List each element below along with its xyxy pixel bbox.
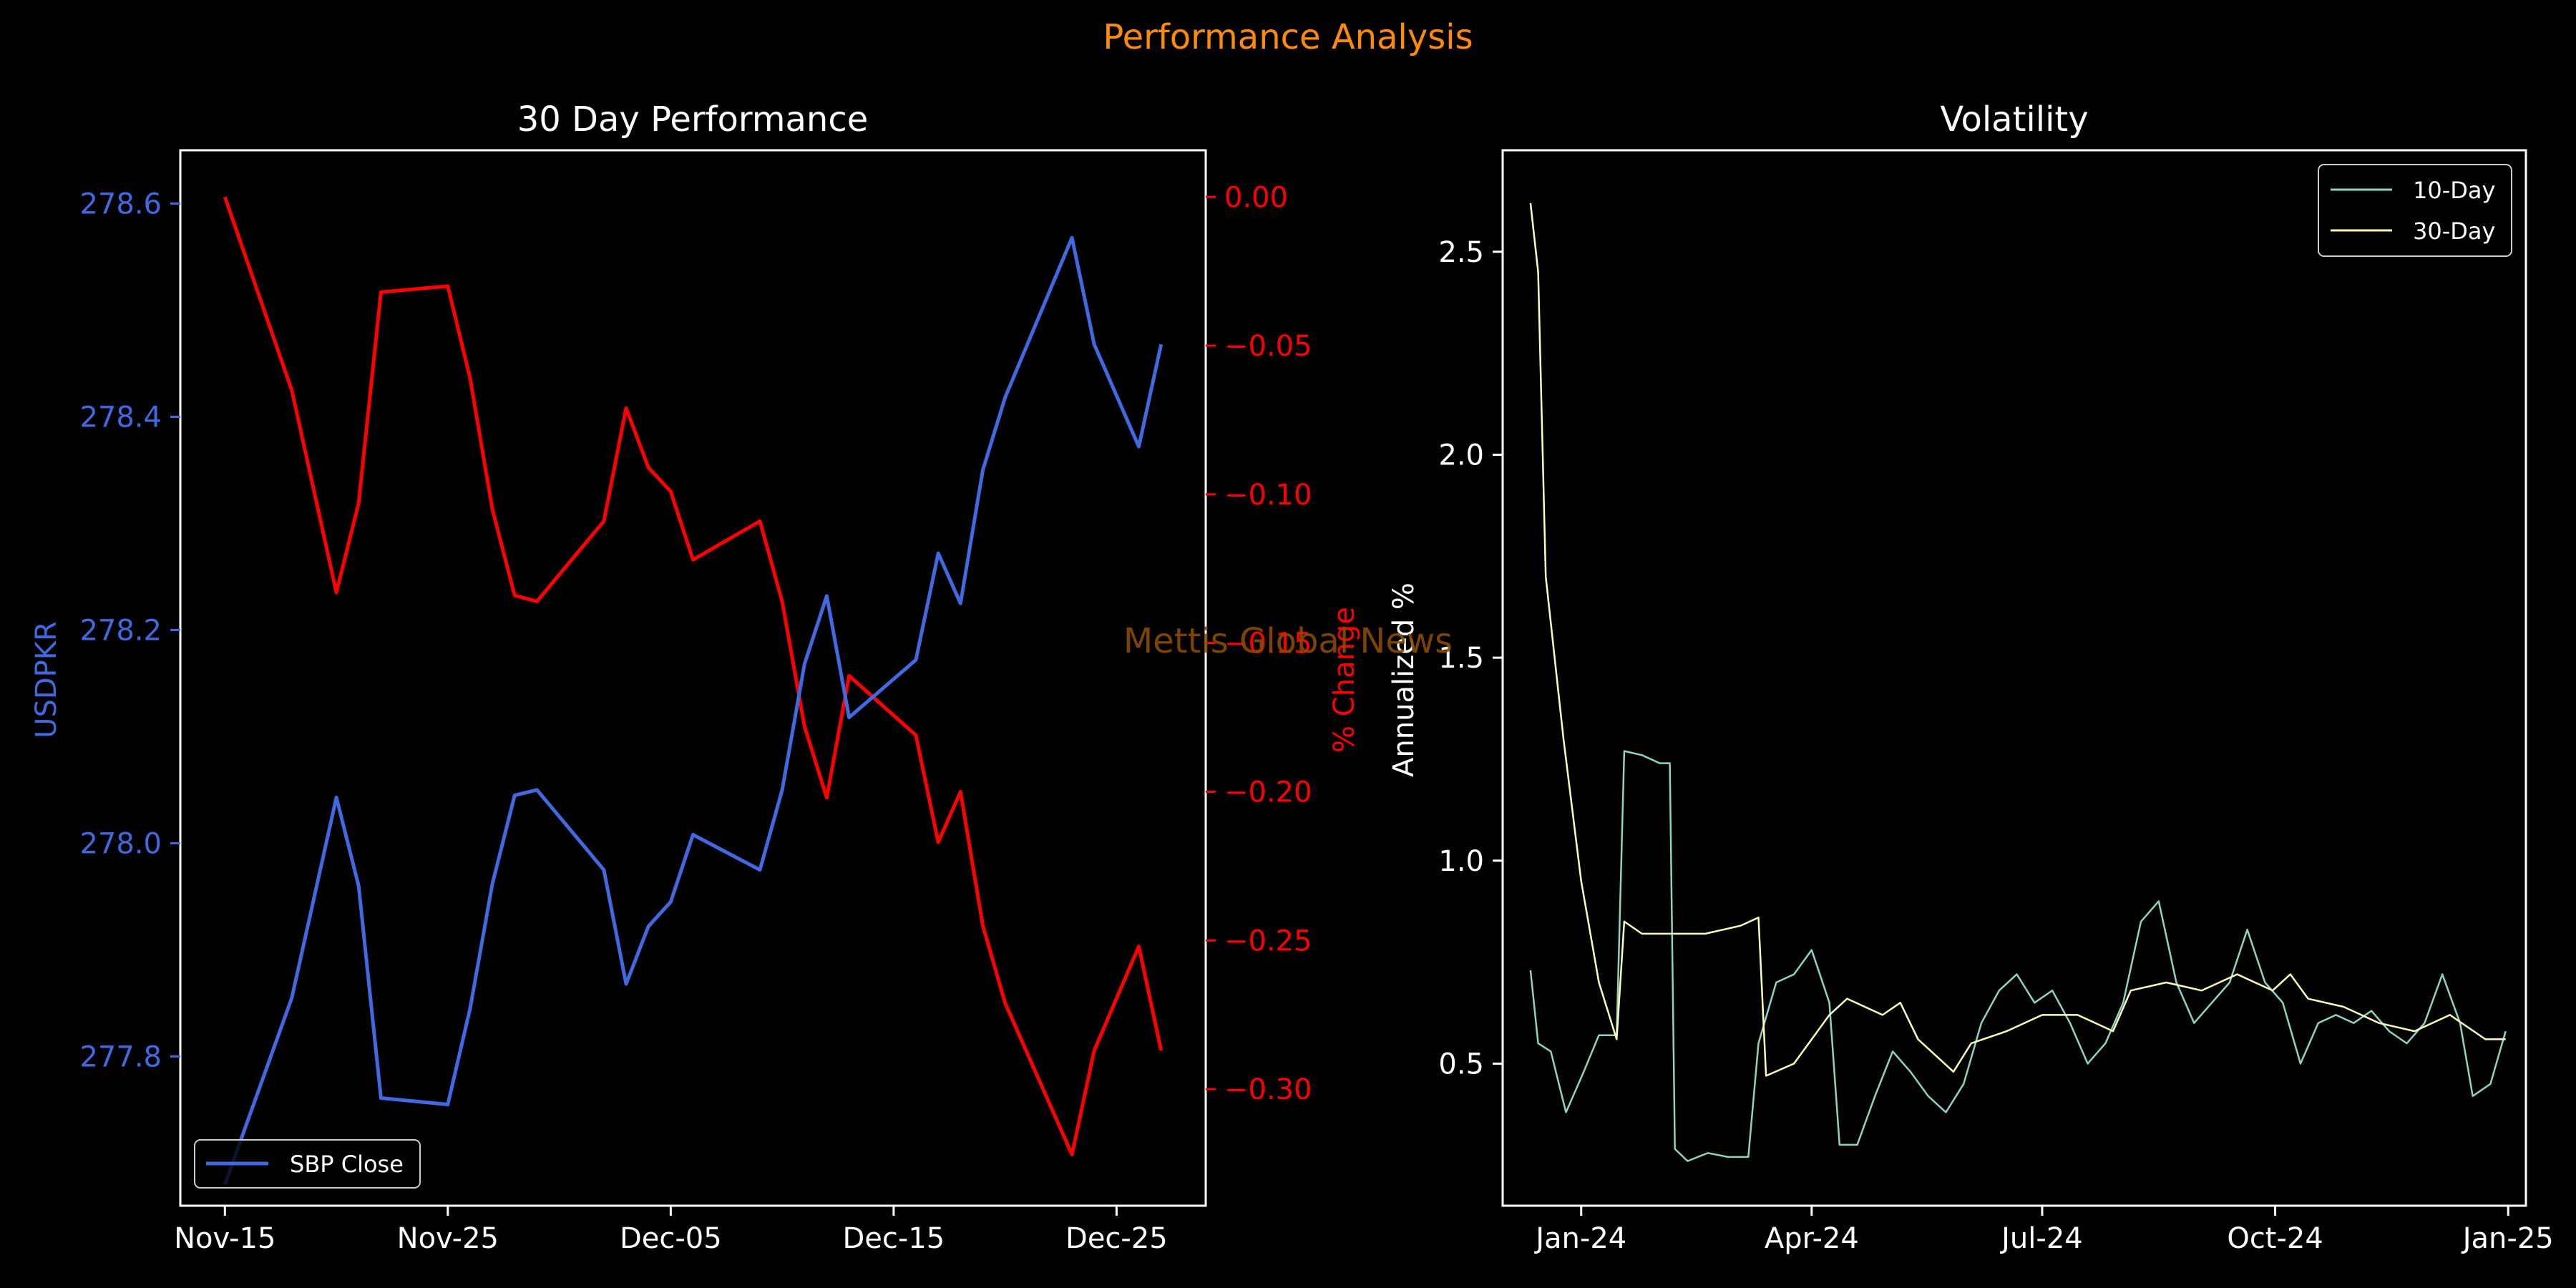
x-tick-label-apr-24: Apr-24 bbox=[1765, 1222, 1859, 1255]
y2-tick-label-0-00: 0.00 bbox=[1224, 181, 1288, 214]
performance-y-axis-label: USDPKR bbox=[30, 621, 63, 738]
volatility-x-axis: Jan-24 Apr-24 Jul-24 Oct-24 Jan-25 bbox=[1533, 1206, 2554, 1255]
y-tick-label-0-5: 0.5 bbox=[1438, 1048, 1484, 1080]
volatility-chart: Volatility Jan-24 Apr-24 Jul-24 Oct-24 Jan-2… bbox=[1387, 99, 2554, 1255]
y2-tick-label-0-15: −0.15 bbox=[1224, 628, 1312, 660]
y-tick-label-278-4: 278.4 bbox=[79, 401, 162, 434]
legend-label-sbp-close: SBP Close bbox=[290, 1151, 404, 1178]
volatility-plot-frame bbox=[1501, 149, 2527, 1207]
x-tick-label-nov-15: Nov-15 bbox=[174, 1222, 275, 1255]
x-tick-label-jul-24: Jul-24 bbox=[1999, 1222, 2083, 1255]
performance-chart: 30 Day Performance Nov-15 Nov-25 Dec-05 Dec… bbox=[30, 99, 1361, 1255]
legend-label-10-day: 10-Day bbox=[2413, 177, 2495, 204]
series-line-pct-change bbox=[223, 196, 1163, 1156]
volatility-chart-title: Volatility bbox=[1940, 99, 2088, 140]
x-tick-label-dec-05: Dec-05 bbox=[620, 1222, 722, 1255]
performance-left-y-axis: 278.6 278.4 278.2 278.0 277.8 bbox=[79, 187, 180, 1073]
y-tick-label-277-8: 277.8 bbox=[79, 1040, 162, 1073]
performance-lines bbox=[223, 196, 1163, 1186]
watermark: Mettis Global News bbox=[1123, 621, 1453, 661]
x-tick-label-dec-15: Dec-15 bbox=[843, 1222, 945, 1255]
x-tick-label-dec-25: Dec-25 bbox=[1065, 1222, 1168, 1255]
y2-tick-label-0-25: −0.25 bbox=[1224, 924, 1312, 957]
x-tick-label-jan-24: Jan-24 bbox=[1533, 1222, 1626, 1255]
y2-tick-label-0-30: −0.30 bbox=[1224, 1073, 1312, 1106]
y-tick-label-1-5: 1.5 bbox=[1438, 642, 1484, 675]
performance-legend: SBP Close bbox=[194, 1139, 421, 1189]
y-tick-label-1-0: 1.0 bbox=[1438, 845, 1484, 878]
volatility-y-axis: 2.5 2.0 1.5 1.0 0.5 bbox=[1438, 236, 1503, 1080]
x-tick-label-oct-24: Oct-24 bbox=[2227, 1222, 2323, 1255]
performance-plot-frame bbox=[179, 149, 1207, 1207]
x-tick-label-nov-25: Nov-25 bbox=[397, 1222, 499, 1255]
y-tick-label-2-0: 2.0 bbox=[1438, 439, 1484, 472]
y-tick-label-278-2: 278.2 bbox=[79, 614, 162, 647]
y2-tick-label-0-05: −0.05 bbox=[1224, 330, 1312, 363]
y2-tick-label-0-10: −0.10 bbox=[1224, 479, 1312, 512]
volatility-legend-box bbox=[2318, 164, 2512, 257]
performance-y2-axis-label: % Change bbox=[1328, 607, 1361, 753]
performance-right-y-axis: 0.00 −0.05 −0.10 −0.15 −0.20 −0.25 −0.30 bbox=[1206, 181, 1312, 1106]
y2-tick-label-0-20: −0.20 bbox=[1224, 776, 1312, 809]
legend-label-30-day: 30-Day bbox=[2413, 218, 2495, 245]
series-line-sbp-close bbox=[223, 235, 1163, 1186]
volatility-lines bbox=[1529, 203, 2507, 1162]
x-tick-label-jan-25: Jan-25 bbox=[2461, 1222, 2554, 1255]
series-line-30-day bbox=[1529, 203, 2506, 1077]
volatility-legend: 10-Day 30-Day bbox=[2318, 164, 2512, 257]
series-line-10-day bbox=[1529, 750, 2507, 1162]
suptitle: Performance Analysis bbox=[1103, 17, 1473, 57]
y-tick-label-278-6: 278.6 bbox=[79, 187, 162, 220]
performance-legend-box bbox=[194, 1139, 421, 1189]
y-tick-label-2-5: 2.5 bbox=[1438, 236, 1484, 269]
y-tick-label-278-0: 278.0 bbox=[79, 827, 162, 860]
performance-x-axis: Nov-15 Nov-25 Dec-05 Dec-15 Dec-25 bbox=[174, 1206, 1168, 1255]
volatility-y-axis-label: Annualized % bbox=[1387, 582, 1420, 777]
performance-chart-title: 30 Day Performance bbox=[517, 99, 869, 140]
